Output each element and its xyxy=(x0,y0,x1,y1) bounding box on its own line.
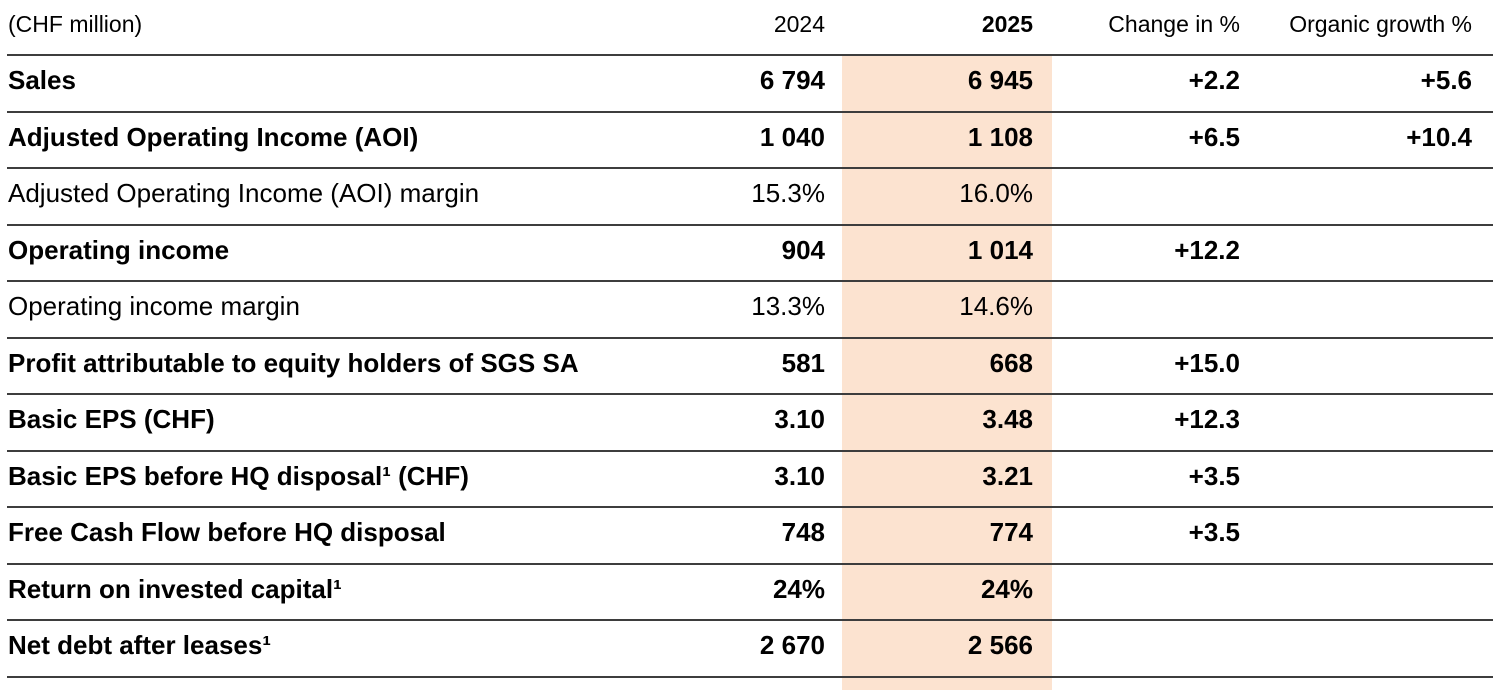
value-organic: +5.6 xyxy=(1258,54,1493,112)
header-2025: 2025 xyxy=(981,11,1033,37)
row-label: Profit attributable to equity holders of… xyxy=(7,336,700,394)
table-row-operating-income-margin: Operating income margin 13.3% 14.6% xyxy=(7,280,1493,338)
value-2025: 24% xyxy=(842,562,1052,620)
row-label: Basic EPS (CHF) xyxy=(7,393,700,451)
value-organic xyxy=(1258,393,1493,451)
value-change: +2.2 xyxy=(1052,54,1258,112)
row-label: Free Cash Flow before HQ disposal xyxy=(7,506,700,564)
value-change: +3.5 xyxy=(1052,449,1258,507)
table-row-operating-income: Operating income 904 1 014 +12.2 xyxy=(7,223,1493,281)
table-row-basic-eps-before-hq: Basic EPS before HQ disposal¹ (CHF) 3.10… xyxy=(7,449,1493,507)
table-row-aoi: Adjusted Operating Income (AOI) 1 040 1 … xyxy=(7,110,1493,168)
value-organic xyxy=(1258,619,1493,677)
value-2025: 14.6% xyxy=(842,280,1052,338)
value-organic xyxy=(1258,280,1493,338)
value-change xyxy=(1052,280,1258,338)
value-2025: 3.21 xyxy=(842,449,1052,507)
value-2024: 13.3% xyxy=(700,280,842,338)
value-2025: 16.0% xyxy=(842,167,1052,225)
value-2024: 3.10 xyxy=(700,449,842,507)
value-2025: 1 014 xyxy=(842,223,1052,281)
table-row-sales: Sales 6 794 6 945 +2.2 +5.6 xyxy=(7,54,1493,112)
unit-label: (CHF million) xyxy=(8,11,143,37)
table-row-basic-eps: Basic EPS (CHF) 3.10 3.48 +12.3 xyxy=(7,393,1493,451)
value-organic xyxy=(1258,336,1493,394)
table-row-aoi-margin: Adjusted Operating Income (AOI) margin 1… xyxy=(7,167,1493,225)
value-change: +3.5 xyxy=(1052,506,1258,564)
value-organic xyxy=(1258,506,1493,564)
value-change xyxy=(1052,619,1258,677)
value-change: +6.5 xyxy=(1052,110,1258,168)
value-change: +12.2 xyxy=(1052,223,1258,281)
table-row-return-on-invested-capital: Return on invested capital¹ 24% 24% xyxy=(7,562,1493,620)
value-2025: 6 945 xyxy=(842,54,1052,112)
row-label: Basic EPS before HQ disposal¹ (CHF) xyxy=(7,449,700,507)
row-label: Operating income xyxy=(7,223,700,281)
value-2025: 774 xyxy=(842,506,1052,564)
row-label: Sales xyxy=(7,54,700,112)
value-2024: 2 670 xyxy=(700,619,842,677)
value-2024: 581 xyxy=(700,336,842,394)
value-2024: 6 794 xyxy=(700,54,842,112)
value-2024: 904 xyxy=(700,223,842,281)
financial-table: (CHF million) 2024 2025 Change in % Orga… xyxy=(7,0,1493,690)
value-change: +15.0 xyxy=(1052,336,1258,394)
table-row-net-debt: Net debt after leases¹ 2 670 2 566 xyxy=(7,619,1493,677)
row-label: Adjusted Operating Income (AOI) margin xyxy=(7,167,700,225)
value-organic: +10.4 xyxy=(1258,110,1493,168)
header-2024: 2024 xyxy=(773,11,825,37)
value-2025: 1 108 xyxy=(842,110,1052,168)
value-change: +12.3 xyxy=(1052,393,1258,451)
highlight-band-tail xyxy=(842,675,1052,690)
table-row-profit-attributable: Profit attributable to equity holders of… xyxy=(7,336,1493,394)
header-change-percent: Change in % xyxy=(1108,11,1240,37)
table-row-free-cash-flow: Free Cash Flow before HQ disposal 748 77… xyxy=(7,506,1493,564)
table-header-row: (CHF million) 2024 2025 Change in % Orga… xyxy=(7,0,1493,55)
value-2025: 2 566 xyxy=(842,619,1052,677)
value-organic xyxy=(1258,449,1493,507)
row-label: Return on invested capital¹ xyxy=(7,562,700,620)
header-organic-growth: Organic growth % xyxy=(1289,11,1472,37)
value-2025: 668 xyxy=(842,336,1052,394)
value-2024: 1 040 xyxy=(700,110,842,168)
value-organic xyxy=(1258,562,1493,620)
value-organic xyxy=(1258,167,1493,225)
value-2024: 24% xyxy=(700,562,842,620)
value-change xyxy=(1052,562,1258,620)
row-label: Operating income margin xyxy=(7,280,700,338)
row-label: Net debt after leases¹ xyxy=(7,619,700,677)
row-label: Adjusted Operating Income (AOI) xyxy=(7,110,700,168)
value-2024: 15.3% xyxy=(700,167,842,225)
value-2024: 3.10 xyxy=(700,393,842,451)
value-2024: 748 xyxy=(700,506,842,564)
value-2025: 3.48 xyxy=(842,393,1052,451)
value-change xyxy=(1052,167,1258,225)
table-bottom-rule xyxy=(7,675,1493,690)
value-organic xyxy=(1258,223,1493,281)
